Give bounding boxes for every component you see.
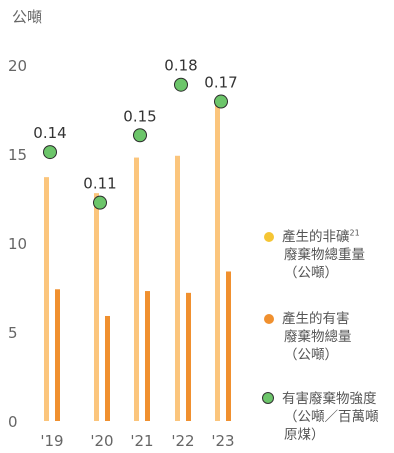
legend-text-1b: 廢棄物總重量 [284, 247, 365, 263]
y-tick-label: 5 [8, 324, 18, 342]
legend-text-2b: 廢棄物總量 [284, 329, 352, 345]
bar-hazardous-waste [145, 291, 150, 421]
legend-swatch-orange [264, 314, 274, 324]
intensity-marker [174, 77, 188, 92]
bar-hazardous-waste [55, 289, 60, 421]
bar-hazardous-waste [105, 315, 110, 421]
legend-text-3c: 原煤） [284, 427, 325, 443]
intensity-marker [43, 145, 57, 160]
intensity-data-label: 0.14 [33, 124, 66, 142]
intensity-data-label: 0.17 [204, 74, 237, 92]
x-tick-label: '23 [211, 432, 234, 450]
bar-hazardous-waste [226, 271, 231, 421]
legend-text-2a: 產生的有害 [282, 311, 350, 327]
bar-non-mining-waste [215, 100, 220, 421]
legend-swatch-green-circle [262, 392, 274, 404]
legend-text-3b: （公噸／百萬噸 [284, 409, 379, 425]
y-tick-label: 20 [8, 57, 27, 75]
bar-hazardous-waste [186, 292, 191, 421]
intensity-data-label: 0.11 [83, 175, 116, 193]
x-tick-label: '19 [40, 432, 63, 450]
x-tick-label: '22 [171, 432, 194, 450]
legend-footnote: 21 [349, 228, 360, 238]
bar-non-mining-waste [175, 155, 180, 421]
unit-label: 公噸 [12, 8, 42, 26]
legend-item-hazardous-intensity: 有害廢棄物強度 （公噸／百萬噸 原煤） [262, 390, 394, 444]
y-tick-label: 0 [8, 413, 18, 431]
legend-item-hazardous-waste: 產生的有害 廢棄物總量 （公噸） [264, 310, 394, 364]
intensity-marker [93, 195, 107, 210]
intensity-marker [133, 128, 147, 143]
bar-non-mining-waste [134, 157, 139, 421]
legend-text-3a: 有害廢棄物強度 [282, 391, 377, 407]
intensity-marker [214, 94, 228, 109]
bar-non-mining-waste [44, 177, 49, 421]
legend-text-2c: （公噸） [284, 347, 338, 363]
bar-non-mining-waste [94, 193, 99, 421]
x-tick-label: '21 [130, 432, 153, 450]
legend-text-1c: （公噸） [284, 265, 338, 281]
legend-text-1a: 產生的非礦 [282, 229, 350, 245]
legend-swatch-yellow [264, 232, 274, 242]
intensity-data-label: 0.15 [123, 107, 156, 125]
y-tick-label: 10 [8, 235, 27, 253]
x-tick-label: '20 [90, 432, 113, 450]
y-tick-label: 15 [8, 146, 27, 164]
legend-item-non-mining-waste: 產生的非礦21 廢棄物總重量 （公噸） [264, 228, 394, 282]
intensity-data-label: 0.18 [164, 57, 197, 75]
